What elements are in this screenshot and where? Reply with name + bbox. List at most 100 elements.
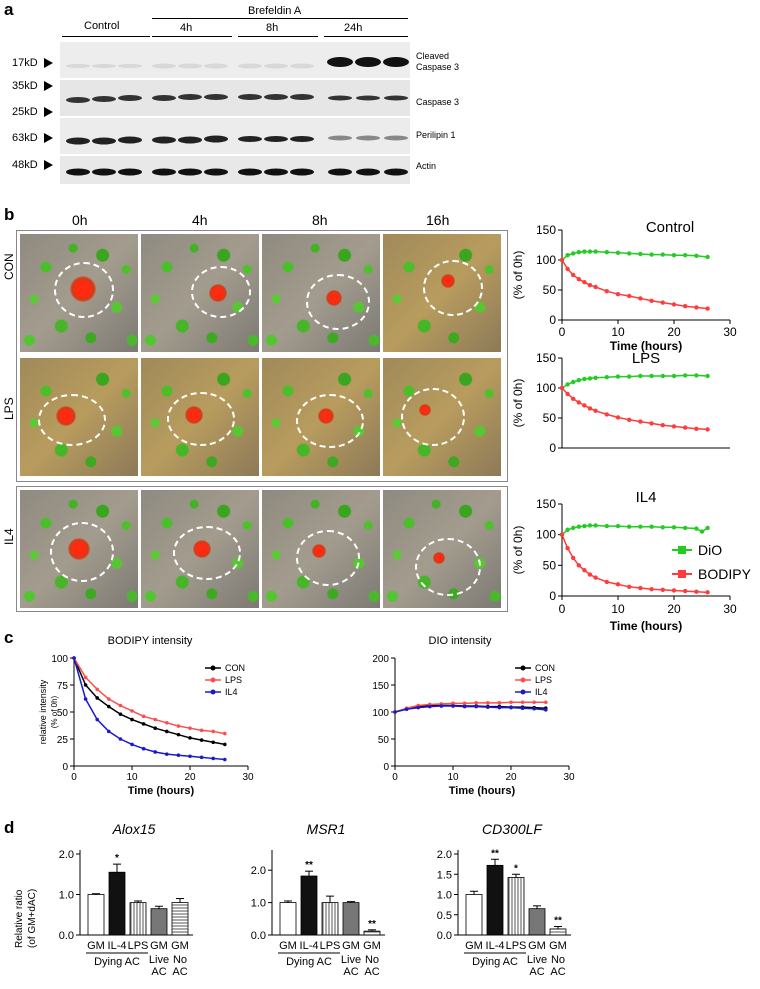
data-point-bodipy [582, 403, 587, 408]
bar-gm [549, 928, 567, 936]
chart-bodipy-intensity: 0 25 50 75 100 0 10 20 30 BODIPY intensity Time (h… [38, 635, 254, 797]
data-point-bodipy [565, 266, 570, 272]
panel-d-ylabel-1: Relative ratio [14, 889, 25, 948]
significance-mark: ** [305, 860, 313, 871]
x-tick-label: 10 [126, 772, 138, 783]
data-point-lps [83, 675, 88, 680]
band-label-perilipin1: Perilipin 1 [416, 130, 456, 140]
micro-col-16h: 16h [426, 212, 450, 228]
perilipin1-bands [66, 135, 314, 145]
data-point-lps [107, 697, 111, 701]
x-category-label: IL-4 [486, 940, 505, 952]
y-tick-label: 2.0 [59, 849, 74, 861]
data-point-con [153, 726, 157, 730]
time-24h-label: 24h [344, 22, 363, 34]
micrograph-con-0h [20, 234, 138, 352]
x-tick-label: 0 [559, 325, 566, 339]
micrograph-con-8h [262, 234, 380, 352]
marker-35kd: 35kD [12, 80, 38, 92]
data-point-il4 [165, 752, 169, 756]
western-blot [44, 42, 410, 184]
data-point-bodipy [627, 417, 632, 422]
micrograph-lps-4h [141, 358, 259, 476]
dying-ac-label: Dying AC [286, 956, 332, 968]
x-tick-label: 0 [71, 772, 77, 783]
no-ac-label-2: AC [364, 966, 379, 978]
underline-24h [324, 36, 408, 37]
bar-gm [87, 894, 105, 936]
data-point-bodipy [559, 532, 565, 537]
y-tick-label: 50 [378, 735, 390, 746]
band-label-actin: Actin [416, 161, 437, 171]
data-point-bodipy [559, 257, 565, 263]
data-point-dio [604, 523, 609, 529]
y-tick-label: 25 [57, 735, 69, 746]
micrograph-il4-16h [383, 490, 501, 608]
y-tick-label: 0.5 [437, 910, 452, 922]
data-point-dio [627, 374, 632, 379]
y-tick-label: 1.0 [437, 890, 452, 902]
x-category-label: IL-4 [108, 940, 127, 952]
x-axis-label: Time (hours) [128, 785, 195, 797]
live-ac-label-1: Live [527, 954, 547, 966]
data-point-lps [199, 728, 204, 733]
y-tick-label: 0 [549, 441, 556, 455]
data-point-dio [582, 249, 587, 254]
legend-label-il4: IL4 [535, 687, 548, 697]
data-point-bodipy [582, 280, 587, 285]
time-8h-label: 8h [266, 22, 279, 34]
x-axis-label: Time (hours) [610, 619, 682, 633]
data-point-dio [660, 373, 665, 379]
data-point-bodipy [638, 585, 643, 591]
data-point-lps [153, 717, 157, 722]
x-tick-label: 30 [242, 772, 254, 783]
y-tick-label: 0.0 [251, 930, 266, 942]
data-point-bodipy [571, 396, 576, 401]
data-point-bodipy [683, 304, 688, 309]
data-point-bodipy [559, 385, 565, 391]
cleaved-caspase3-strong-bands [327, 57, 409, 67]
data-point-dio [582, 523, 587, 529]
blot-strip-actin [60, 156, 410, 184]
no-ac-label-1: No [551, 954, 565, 966]
chart-title: IL4 [636, 489, 657, 506]
data-point-dio [638, 524, 643, 529]
micrograph-lps-0h [20, 358, 138, 476]
data-point-bodipy [576, 563, 581, 568]
data-point-con [107, 704, 111, 709]
data-point-con [199, 738, 204, 742]
data-point-bodipy [705, 306, 710, 311]
bar-lps [129, 902, 147, 936]
time-4h-label: 4h [180, 22, 193, 34]
data-point-il4 [95, 717, 99, 722]
panel-c-letter: c [4, 628, 14, 647]
data-point-bodipy [604, 579, 609, 585]
data-point-bodipy [565, 545, 570, 551]
data-point-bodipy [671, 424, 677, 429]
data-point-dio [582, 376, 587, 382]
x-category-label: GM [342, 940, 360, 952]
series-line-lps [73, 657, 225, 735]
y-tick-label: 0 [62, 762, 68, 773]
x-category-label: GM [363, 940, 381, 952]
y-tick-label: 0.0 [59, 930, 74, 942]
data-point-con [165, 729, 169, 734]
data-point-il4 [509, 705, 513, 710]
micrograph-il4-4h [141, 490, 259, 608]
x-tick-label: 20 [184, 772, 196, 783]
chart-control: 0 50 100 150 0 10 20 30 Control Time (hours) (% of… [511, 219, 737, 353]
data-point-il4 [439, 704, 444, 708]
x-category-label: GM [465, 940, 483, 952]
data-point-dio [587, 523, 593, 528]
data-point-dio [660, 525, 665, 530]
data-point-il4 [118, 737, 123, 741]
x-tick-label: 0 [559, 602, 566, 616]
legend-marker-con [520, 665, 526, 671]
data-point-dio [694, 373, 699, 378]
perilipin1-weak-bands [328, 135, 408, 141]
data-point-bodipy [705, 427, 710, 432]
bar-il-4 [108, 871, 126, 936]
x-category-label: GM [549, 940, 567, 952]
